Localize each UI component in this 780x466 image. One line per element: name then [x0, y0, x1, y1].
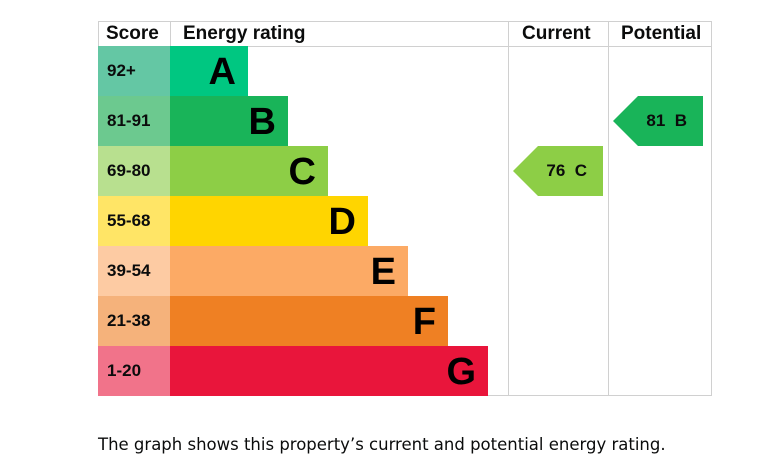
score-cell-g: 1-20	[98, 346, 170, 396]
rating-bar-d: D	[170, 196, 368, 246]
score-cell-b: 81-91	[98, 96, 170, 146]
header-potential: Potential	[621, 23, 702, 44]
header-divider	[98, 46, 712, 47]
rating-bar-c: C	[170, 146, 328, 196]
divider	[608, 21, 609, 396]
rating-bar-e: E	[170, 246, 408, 296]
header-score: Score	[106, 23, 159, 44]
rating-bar-g: G	[170, 346, 488, 396]
rating-bar-f: F	[170, 296, 448, 346]
header-current: Current	[522, 23, 591, 44]
header-energy-rating: Energy rating	[183, 23, 306, 44]
score-cell-c: 69-80	[98, 146, 170, 196]
score-cell-a: 92+	[98, 46, 170, 96]
caption: The graph shows this property’s current …	[98, 435, 666, 454]
score-cell-d: 55-68	[98, 196, 170, 246]
divider	[508, 21, 509, 396]
rating-bar-b: B	[170, 96, 288, 146]
score-cell-f: 21-38	[98, 296, 170, 346]
score-cell-e: 39-54	[98, 246, 170, 296]
rating-bar-a: A	[170, 46, 248, 96]
